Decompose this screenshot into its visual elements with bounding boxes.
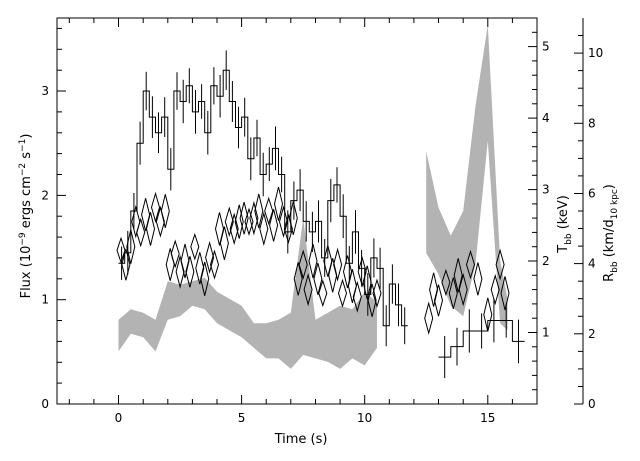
- temperature-point: [495, 248, 505, 281]
- temperature-point: [352, 280, 362, 313]
- temperature-point: [190, 232, 200, 261]
- temperature-point: [229, 212, 239, 246]
- axis-tick-labels: 0 5 10 15 0 1 2 3 1 2 3 4 5 0 2 4 6 8 10: [41, 40, 603, 425]
- temperature-point: [441, 268, 451, 297]
- temperature-point: [195, 252, 205, 285]
- temperature-point: [483, 297, 493, 332]
- temperature-point: [249, 200, 259, 236]
- temperature-point: [160, 194, 170, 228]
- temperature-point: [333, 247, 343, 282]
- temperature-point: [185, 256, 195, 288]
- temperature-point: [372, 278, 382, 309]
- temperature-tick-label: 2: [542, 254, 550, 268]
- temperature-point: [473, 262, 483, 296]
- flux-tick-label: 3: [41, 84, 49, 98]
- temperature-point: [278, 205, 289, 238]
- temperature-point: [224, 206, 234, 238]
- radius-tick-label: 10: [588, 46, 603, 60]
- radius-band-4: [426, 25, 508, 331]
- temperature-point: [293, 262, 303, 296]
- temperature-point: [165, 248, 175, 281]
- error-bar-layer: [121, 50, 519, 379]
- temperature-point: [200, 261, 210, 296]
- temperature-point: [180, 243, 190, 279]
- flux-tick-label: 0: [41, 397, 49, 411]
- temperature-point: [500, 276, 510, 311]
- temperature-point: [318, 279, 328, 308]
- radius-tick-label: 8: [588, 116, 596, 130]
- temperature-point: [121, 248, 131, 281]
- temperature-point: [239, 201, 249, 235]
- x-tick-label: 10: [357, 411, 372, 425]
- left-axis-title: Flux (10−9 ergs cm−2 s−1): [18, 134, 34, 299]
- flux-tick-label: 1: [41, 293, 49, 307]
- temperature-point: [337, 278, 348, 308]
- radius-tick-label: 2: [588, 327, 596, 341]
- temperature-axis-title: Tbb (keV): [556, 195, 574, 254]
- temperature-point: [458, 272, 468, 307]
- temperature-point: [264, 196, 274, 226]
- temperature-tick-label: 1: [542, 326, 550, 340]
- temperature-point: [126, 229, 136, 264]
- temperature-tick-label: 4: [542, 111, 550, 125]
- temperature-point: [205, 240, 215, 274]
- temperature-point: [254, 193, 264, 229]
- temperature-point: [433, 284, 444, 317]
- temperature-point: [155, 205, 165, 238]
- temperature-point: [362, 265, 372, 300]
- radius-tick-label: 6: [588, 187, 596, 201]
- temperature-point: [131, 204, 141, 239]
- temperature-point: [273, 186, 284, 221]
- flux-tick-label: 2: [41, 188, 49, 202]
- temperature-point: [342, 255, 353, 289]
- radius-axis-title: Rbb (km/d10 kpc): [602, 184, 620, 282]
- plot-frame: [56, 17, 538, 405]
- temperature-point: [448, 277, 458, 310]
- temperature-point: [347, 269, 357, 304]
- temperature-point: [145, 212, 156, 246]
- temperature-point: [490, 273, 500, 306]
- temperature-point: [323, 245, 333, 277]
- temperature-point: [150, 191, 161, 224]
- radius-tick-label: 4: [588, 257, 596, 271]
- temperature-point: [429, 272, 439, 307]
- temperature-point: [116, 236, 126, 264]
- temperature-point: [424, 301, 434, 336]
- temperature-point: [269, 209, 279, 242]
- temperature-point: [234, 204, 244, 239]
- temperature-tick-label: 3: [542, 183, 550, 197]
- temperature-point: [465, 249, 476, 280]
- temperature-point: [288, 201, 298, 235]
- temperature-point: [313, 262, 323, 295]
- radius-band-3: [118, 218, 377, 369]
- temperature-point: [170, 239, 180, 269]
- x-tick-label: 0: [115, 411, 123, 425]
- radius-band-layer: [118, 25, 508, 369]
- temperature-point: [308, 243, 318, 279]
- temperature-diamond-layer: [116, 186, 510, 336]
- radius-tick-label: 0: [588, 397, 596, 411]
- temperature-point: [328, 258, 338, 293]
- temperature-point: [259, 211, 269, 247]
- temperature-point: [303, 273, 313, 307]
- x-tick-label: 15: [480, 411, 495, 425]
- x-axis-title: Time (s): [274, 432, 328, 447]
- temperature-point: [209, 249, 220, 280]
- temperature-point: [453, 258, 463, 293]
- temperature-tick-label: 5: [542, 40, 550, 54]
- temperature-point: [357, 255, 367, 288]
- temperature-point: [367, 283, 377, 317]
- x-tick-label: 5: [238, 411, 246, 425]
- temperature-point: [219, 226, 229, 260]
- temperature-point: [214, 212, 225, 246]
- axis-ticks: [57, 18, 584, 405]
- temperature-point: [136, 217, 146, 248]
- temperature-point: [298, 249, 308, 280]
- temperature-point: [244, 207, 254, 236]
- temperature-point: [141, 198, 151, 232]
